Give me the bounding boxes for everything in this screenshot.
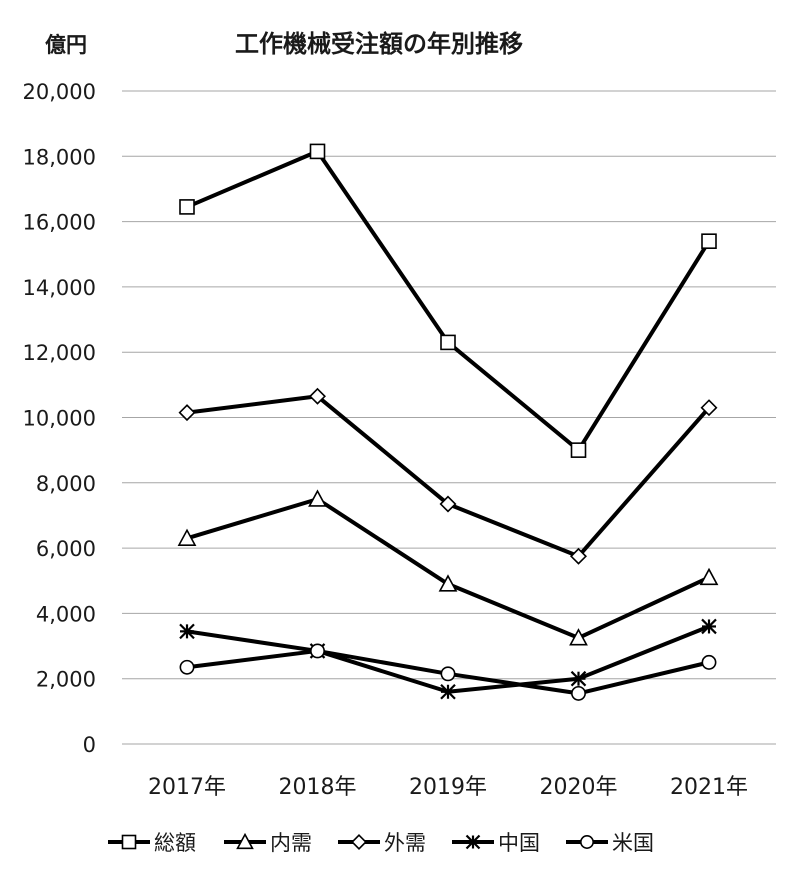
gridlines: [122, 90, 776, 745]
data-point-asterisk: [701, 618, 717, 635]
data-point-circle: [701, 654, 717, 670]
series-layer: [177, 143, 719, 701]
series-内需: [177, 489, 719, 646]
data-point-triangle: [438, 574, 458, 592]
data-point-diamond: [700, 399, 718, 417]
legend-label: 総額: [154, 831, 196, 855]
legend-label: 中国: [498, 831, 540, 855]
series-総額: [179, 143, 717, 458]
data-point-square: [440, 334, 456, 351]
x-tick-label: 2017年: [148, 775, 226, 800]
data-point-square: [309, 143, 326, 160]
legend-item-外需: 外需: [338, 831, 426, 855]
x-tick-label: 2019年: [409, 775, 487, 800]
data-point-triangle: [699, 567, 719, 586]
y-tick-label: 14,000: [23, 276, 96, 300]
y-tick-label: 6,000: [36, 537, 96, 561]
data-point-asterisk: [440, 683, 456, 700]
x-tick-label: 2018年: [279, 775, 357, 800]
legend-item-総額: 総額: [108, 831, 196, 855]
data-point-square: [570, 442, 587, 458]
x-axis-ticks: 2017年 2018年 2019年 2020年 2021年: [148, 775, 748, 800]
legend: 総額 内需 外需 中国 米国: [108, 831, 654, 855]
data-point-diamond: [351, 834, 367, 850]
legend-label: 外需: [384, 831, 426, 855]
data-point-circle: [440, 666, 456, 682]
series-外需: [178, 387, 718, 565]
legend-item-中国: 中国: [452, 831, 540, 855]
data-point-circle: [571, 685, 586, 701]
legend-item-内需: 内需: [224, 831, 312, 855]
series-中国: [179, 618, 717, 700]
series-line: [186, 394, 711, 559]
y-axis-ticks: 0 2,000 4,000 6,000 8,000 10,000 12,000 14,000 1…: [23, 80, 96, 757]
data-point-asterisk: [179, 623, 195, 640]
y-tick-label: 20,000: [23, 80, 96, 104]
y-tick-label: 16,000: [23, 211, 96, 235]
y-tick-label: 10,000: [23, 407, 96, 431]
data-point-square: [121, 834, 137, 850]
data-point-triangle: [177, 528, 197, 546]
y-tick-label: 18,000: [23, 145, 96, 169]
x-tick-label: 2020年: [540, 775, 618, 800]
data-point-triangle: [236, 832, 254, 850]
series-line: [186, 149, 711, 453]
y-tick-label: 4,000: [36, 602, 96, 626]
data-point-square: [179, 199, 195, 215]
data-point-circle: [580, 835, 594, 849]
data-point-diamond: [178, 404, 196, 422]
data-point-square: [701, 233, 717, 249]
data-point-triangle: [308, 489, 327, 507]
data-point-triangle: [569, 628, 588, 646]
data-point-circle: [310, 643, 325, 659]
data-point-circle: [179, 659, 195, 675]
legend-label: 米国: [612, 831, 654, 855]
data-point-diamond: [439, 495, 457, 513]
y-axis-unit-label: 億円: [45, 33, 87, 57]
legend-item-米国: 米国: [566, 831, 654, 855]
data-point-diamond: [570, 547, 587, 565]
data-point-asterisk: [570, 670, 587, 687]
legend-label: 内需: [270, 831, 312, 855]
y-tick-label: 8,000: [36, 472, 96, 496]
series-米国: [179, 643, 717, 701]
series-line: [186, 497, 710, 640]
y-tick-label: 12,000: [23, 341, 96, 365]
y-tick-label: 2,000: [36, 668, 96, 692]
x-tick-label: 2021年: [670, 775, 748, 800]
y-tick-label: 0: [83, 733, 96, 757]
chart-title: 工作機械受注額の年別推移: [235, 30, 523, 58]
data-point-asterisk: [465, 834, 481, 850]
data-point-diamond: [309, 387, 326, 405]
